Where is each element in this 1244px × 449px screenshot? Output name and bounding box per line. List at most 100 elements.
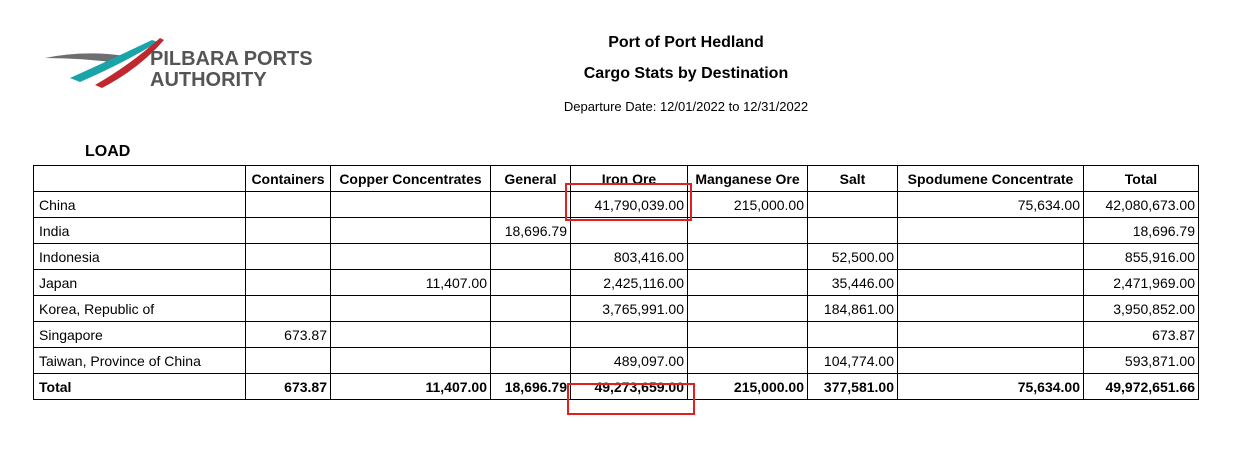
table-cell xyxy=(687,217,808,244)
table-cell xyxy=(330,347,491,374)
table-cell xyxy=(330,295,491,322)
table-cell xyxy=(897,217,1084,244)
table-cell: 11,407.00 xyxy=(330,373,491,400)
logo-swoosh xyxy=(95,38,164,88)
table-row: India 18,696.79 18,696.79 xyxy=(33,217,1199,244)
table-cell: 49,972,651.66 xyxy=(1083,373,1199,400)
table-cell xyxy=(330,191,491,218)
table-cell xyxy=(245,295,331,322)
table-cell xyxy=(897,269,1084,296)
table-cell: Salt xyxy=(807,165,898,192)
table-cell xyxy=(490,295,571,322)
table-cell xyxy=(245,269,331,296)
table-cell: Indonesia xyxy=(33,243,246,270)
table-cell: Taiwan, Province of China xyxy=(33,347,246,374)
table-row: Singapore 673.87 673.87 xyxy=(33,321,1199,348)
table-row: Taiwan, Province of China 489,097.00 104,7… xyxy=(33,347,1199,374)
table-cell: Manganese Ore xyxy=(687,165,808,192)
table-cell xyxy=(330,217,491,244)
table-cell: 489,097.00 xyxy=(570,347,688,374)
table-cell: 42,080,673.00 xyxy=(1083,191,1199,218)
table-row: Containers Copper Concentrates General Iron… xyxy=(33,165,1199,192)
table-cell: 3,950,852.00 xyxy=(1083,295,1199,322)
logo-text: AUTHORITY xyxy=(150,69,267,91)
table-cell: 41,790,039.00 xyxy=(570,191,688,218)
highlight-box xyxy=(565,183,692,221)
table-cell: 855,916.00 xyxy=(1083,243,1199,270)
table-cell xyxy=(245,191,331,218)
logo: PILBARA PORTS AUTHORITY xyxy=(45,38,313,91)
table-cell: 104,774.00 xyxy=(807,347,898,374)
table-cell xyxy=(570,217,688,244)
subtitle: Cargo Stats by Destination xyxy=(583,65,789,82)
table-cell: 35,446.00 xyxy=(807,269,898,296)
table-cell: 11,407.00 xyxy=(330,269,491,296)
date-range: Departure Date: 12/01/2022 to 12/31/2022 xyxy=(563,99,809,114)
table-cell xyxy=(897,243,1084,270)
table-cell xyxy=(245,347,331,374)
table-cell xyxy=(807,217,898,244)
table-cell: 18,696.79 xyxy=(490,373,571,400)
table-cell xyxy=(687,347,808,374)
table-cell: 184,861.00 xyxy=(807,295,898,322)
table-cell: General xyxy=(490,165,571,192)
table-cell: 18,696.79 xyxy=(490,217,571,244)
section-label: LOAD xyxy=(85,143,131,160)
table-cell: 2,425,116.00 xyxy=(570,269,688,296)
table-cell xyxy=(570,321,688,348)
table-cell xyxy=(687,295,808,322)
table-cell xyxy=(490,191,571,218)
table-cell xyxy=(33,165,246,192)
table-cell: 673.87 xyxy=(245,321,331,348)
table-cell: Total xyxy=(1083,165,1199,192)
table-row: Japan 11,407.00 2,425,116.00 35,446.00 2,471… xyxy=(33,269,1199,296)
cargo-table: Containers Copper Concentrates General Iron… xyxy=(33,165,1199,400)
table-cell: 2,471,969.00 xyxy=(1083,269,1199,296)
table-cell: 593,871.00 xyxy=(1083,347,1199,374)
table-row: China 41,790,039.00 215,000.00 75,634.00 42,… xyxy=(33,191,1199,218)
table-cell xyxy=(807,321,898,348)
table-cell: 52,500.00 xyxy=(807,243,898,270)
table-cell: China xyxy=(33,191,246,218)
logo-text: PILBARA PORTS xyxy=(150,48,313,70)
table-row: Korea, Republic of 3,765,991.00 184,861.00… xyxy=(33,295,1199,322)
table-cell xyxy=(687,269,808,296)
table-cell xyxy=(490,269,571,296)
table-cell: 673.87 xyxy=(245,373,331,400)
table-cell: 215,000.00 xyxy=(687,191,808,218)
table-cell xyxy=(897,347,1084,374)
table-cell: India xyxy=(33,217,246,244)
title: Port of Port Hedland xyxy=(608,34,764,51)
table-cell: 3,765,991.00 xyxy=(570,295,688,322)
table-cell: 803,416.00 xyxy=(570,243,688,270)
table-cell xyxy=(330,243,491,270)
table-row: Indonesia 803,416.00 52,500.00 855,916.00 xyxy=(33,243,1199,270)
table-cell: 75,634.00 xyxy=(897,373,1084,400)
table-cell xyxy=(687,243,808,270)
table-cell: Singapore xyxy=(33,321,246,348)
table-cell xyxy=(897,295,1084,322)
logo-swoosh xyxy=(70,40,158,82)
table-cell xyxy=(245,243,331,270)
table-cell: 75,634.00 xyxy=(897,191,1084,218)
table-cell: 377,581.00 xyxy=(807,373,898,400)
table-cell: Containers xyxy=(245,165,331,192)
logo-swoosh xyxy=(45,53,125,63)
table-cell: Korea, Republic of xyxy=(33,295,246,322)
table-cell xyxy=(687,321,808,348)
table-cell xyxy=(490,243,571,270)
table-cell xyxy=(490,321,571,348)
table-cell: Spodumene Concentrate xyxy=(897,165,1084,192)
table-cell: Japan xyxy=(33,269,246,296)
table-cell: 18,696.79 xyxy=(1083,217,1199,244)
table-cell: 49,273,659.00 xyxy=(570,373,688,400)
table-cell: Total xyxy=(33,373,246,400)
highlight-box xyxy=(567,383,695,415)
table-cell: 215,000.00 xyxy=(687,373,808,400)
table-cell xyxy=(245,217,331,244)
table-cell xyxy=(490,347,571,374)
table-cell: Copper Concentrates xyxy=(330,165,491,192)
table-cell xyxy=(897,321,1084,348)
table-cell xyxy=(807,191,898,218)
